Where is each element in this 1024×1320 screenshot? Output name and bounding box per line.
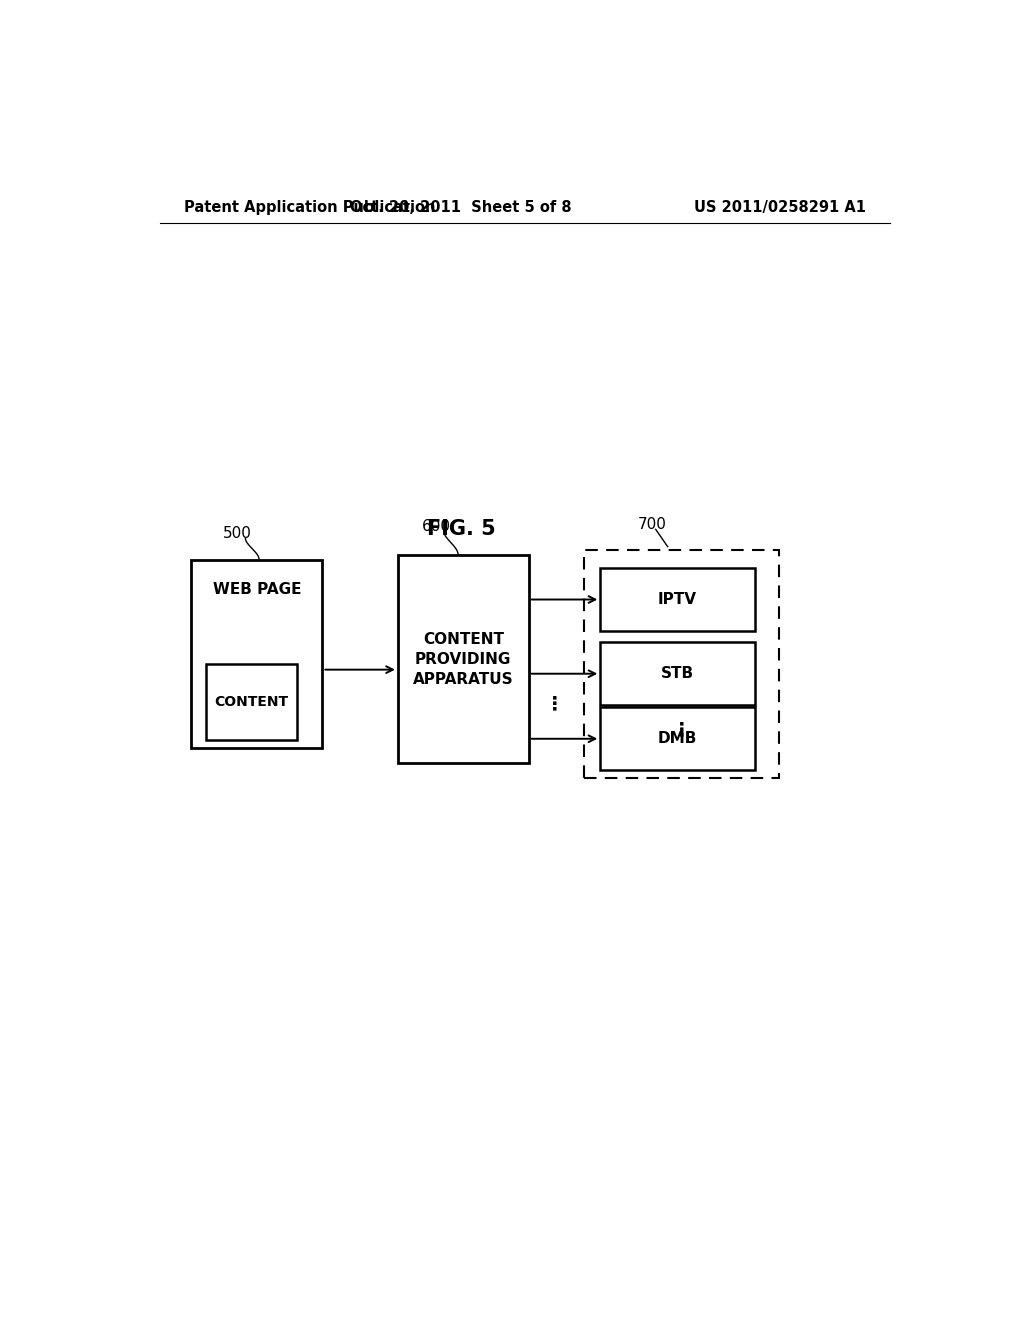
Text: Patent Application Publication: Patent Application Publication — [183, 199, 435, 215]
Bar — [600, 568, 755, 631]
Bar — [191, 560, 323, 748]
Bar — [397, 554, 528, 763]
Text: WEB PAGE: WEB PAGE — [213, 582, 301, 597]
Text: US 2011/0258291 A1: US 2011/0258291 A1 — [694, 199, 866, 215]
Bar — [206, 664, 297, 739]
Bar — [585, 549, 778, 779]
Text: DMB: DMB — [657, 731, 697, 746]
Bar — [600, 643, 755, 705]
Text: ⋮: ⋮ — [545, 694, 564, 714]
Text: IPTV: IPTV — [658, 591, 697, 607]
Text: 600: 600 — [422, 519, 451, 533]
Text: 700: 700 — [637, 517, 667, 532]
Text: CONTENT: CONTENT — [214, 694, 289, 709]
Bar — [600, 708, 755, 771]
Text: Oct. 20, 2011  Sheet 5 of 8: Oct. 20, 2011 Sheet 5 of 8 — [350, 199, 572, 215]
Text: FIG. 5: FIG. 5 — [427, 519, 496, 540]
Text: 500: 500 — [223, 525, 252, 541]
Text: STB: STB — [662, 667, 694, 681]
Text: ⋮: ⋮ — [672, 721, 691, 739]
Text: CONTENT
PROVIDING
APPARATUS: CONTENT PROVIDING APPARATUS — [413, 632, 514, 686]
